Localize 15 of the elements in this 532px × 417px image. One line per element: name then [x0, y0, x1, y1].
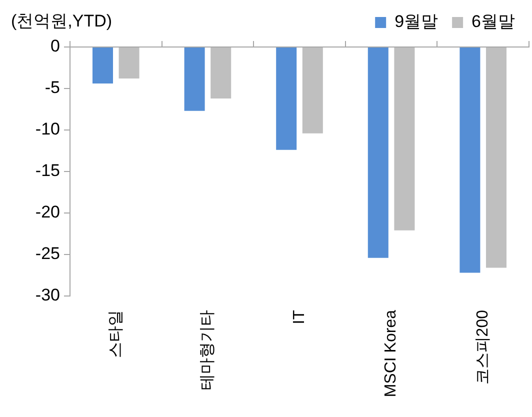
y-tick-label: 0 [50, 36, 60, 56]
y-tick-label: -15 [35, 161, 60, 180]
y-axis-title: (천억원,YTD) [11, 12, 112, 31]
x-tick-label: MSCI Korea [382, 310, 400, 398]
x-tick-label: IT [290, 310, 308, 324]
y-tick-label: -25 [35, 244, 60, 264]
y-tick-label: -5 [44, 78, 60, 98]
y-tick-label: -10 [35, 120, 60, 139]
legend-label: 9월말 [394, 12, 438, 32]
x-tick-label: 스타일 [107, 310, 124, 358]
legend-label: 6월말 [472, 12, 516, 32]
x-tick-label: 코스피200 [474, 310, 492, 385]
y-tick-label: -20 [35, 202, 60, 222]
x-tick-label: 테마형기타 [199, 310, 216, 390]
y-tick-label: -30 [35, 286, 60, 305]
